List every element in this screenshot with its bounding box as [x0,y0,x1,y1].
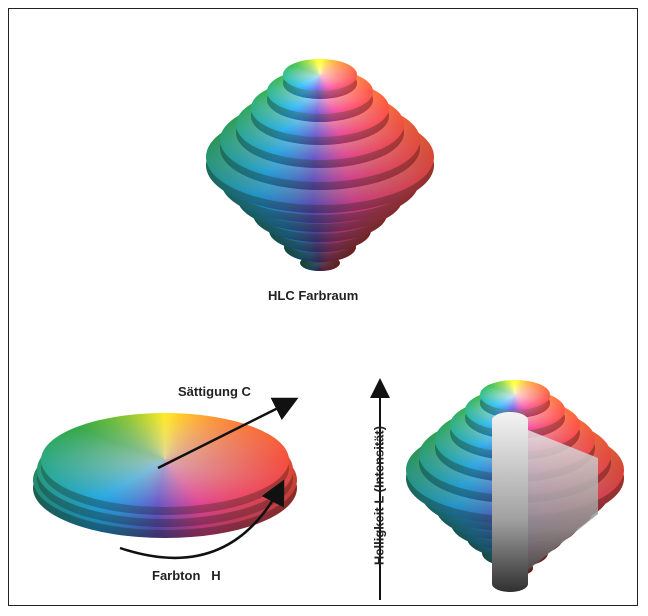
layer-top [41,412,289,508]
frame [8,8,638,606]
saturation-label: Sättigung C [178,384,251,399]
title: HLC Farbraum [268,288,359,303]
saturation-arrow [157,397,299,470]
lightness-label: Helligkeit L (Intensität) [371,425,387,566]
layer-top [480,380,550,410]
hue-arrow [119,479,285,560]
hue-label: Farbton H [152,568,221,583]
layer-top [282,59,358,91]
lightness-cylinder [492,412,528,592]
